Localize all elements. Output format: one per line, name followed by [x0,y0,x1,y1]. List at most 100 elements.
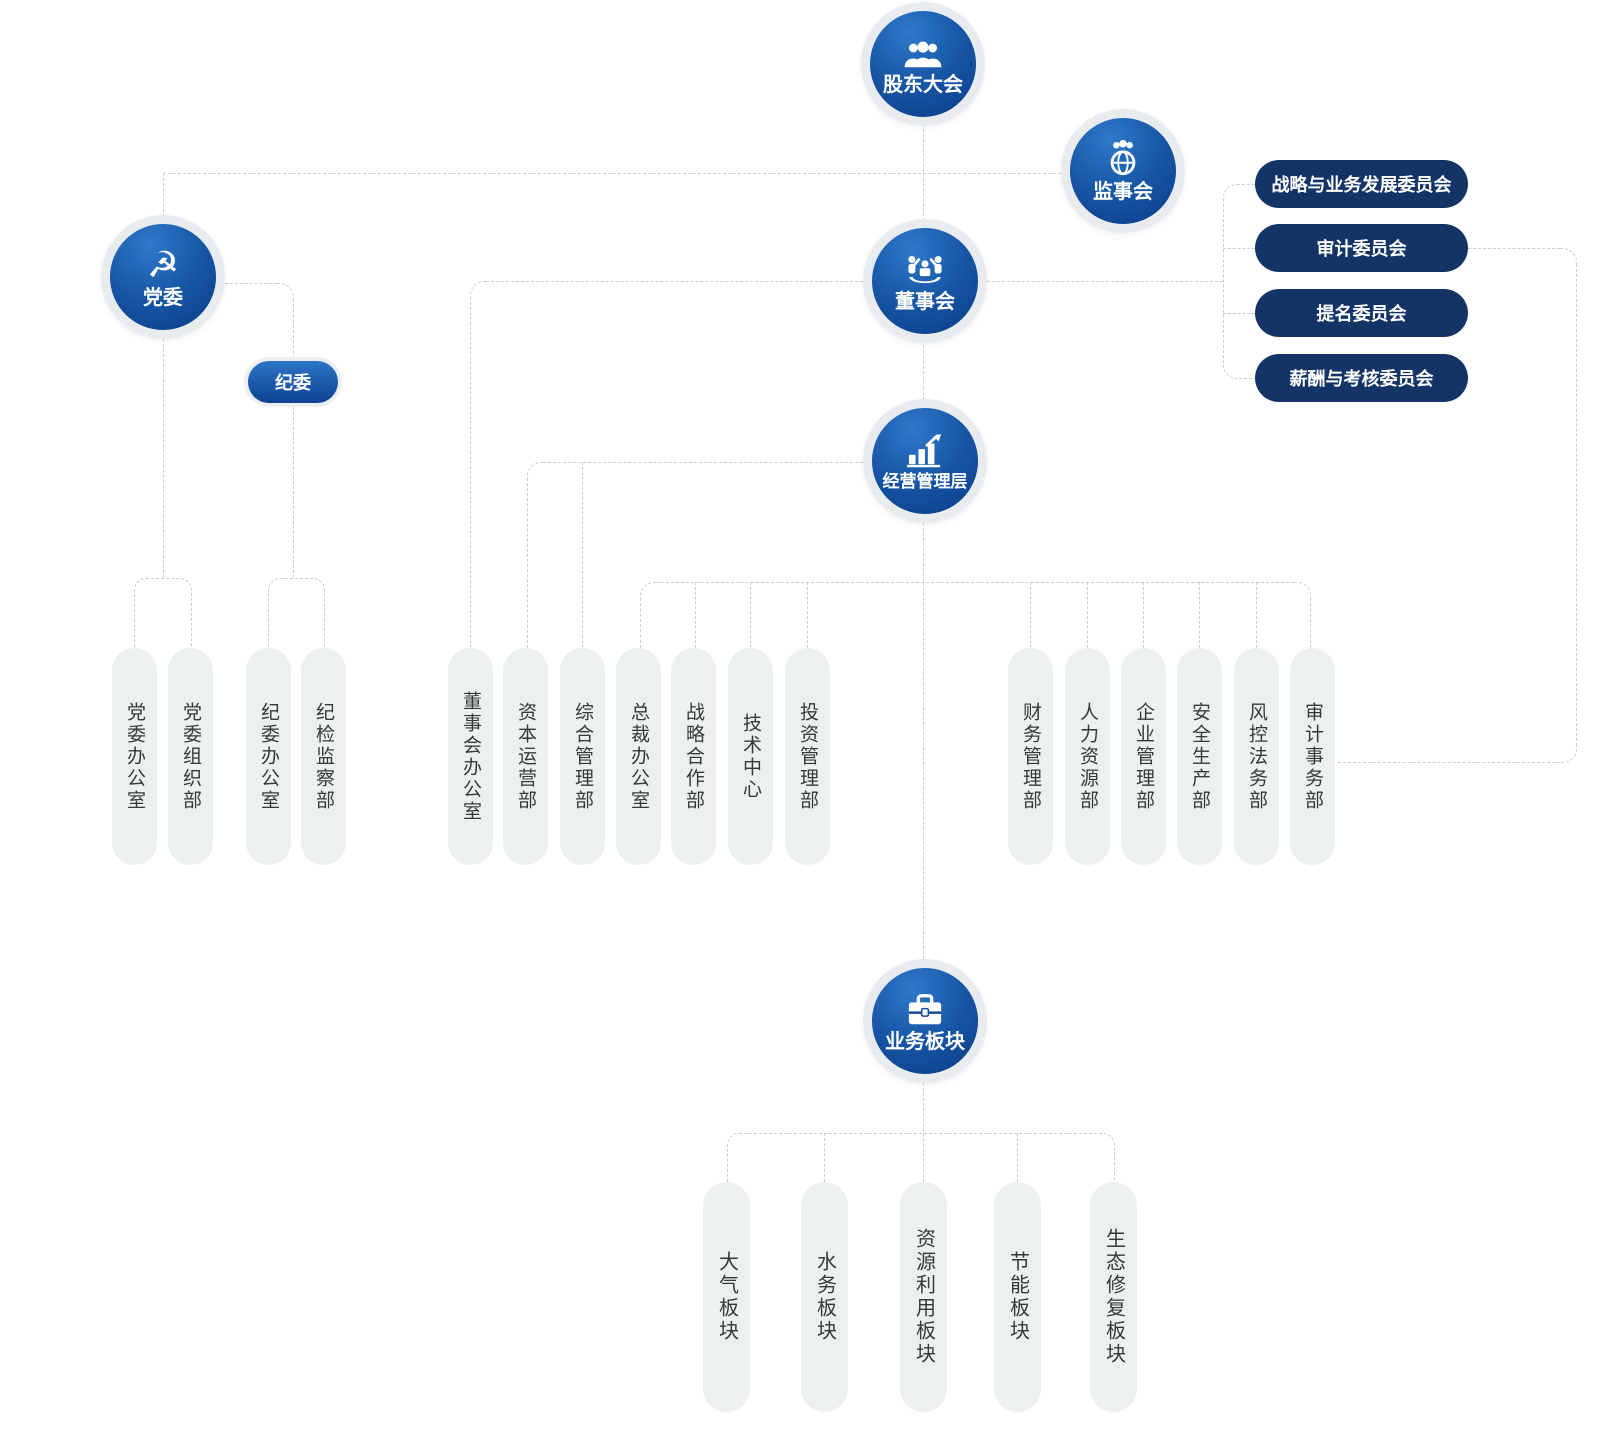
connector-line [1087,582,1088,648]
node-label: 业务板块 [885,1030,965,1053]
dept-label: 人力资源部 [1077,701,1098,812]
dept-pill-inspection: 纪检监察部 [301,648,346,865]
globe-people-icon [1104,139,1142,177]
connector-line [695,582,696,648]
dept-label: 企业管理部 [1133,701,1154,812]
node-management-layer: 经营管理层 [863,399,987,523]
committee-label: 战略与业务发展委员会 [1271,175,1452,195]
briefcase-icon [906,991,944,1027]
meeting-icon [904,251,946,287]
node-shareholders-meeting: 股东大会 [861,2,985,126]
party-emblem-icon: ☭ [146,243,180,285]
dept-pill-safety: 安全生产部 [1177,648,1222,865]
dept-pill-audit-affairs: 审计事务部 [1290,648,1335,865]
connector-corner [470,281,487,298]
segment-pill-resource: 资源利用板块 [900,1182,947,1412]
connector-line [923,1083,924,1182]
segment-label: 生态修复板块 [1102,1228,1125,1366]
dept-label: 财务管理部 [1020,701,1041,812]
dept-pill-enterprise: 企业管理部 [1121,648,1166,865]
dept-pill-strategic-coop: 战略合作部 [671,648,716,865]
connector-corner [1223,184,1256,201]
connector-line [470,297,471,648]
connector-line [1030,582,1031,648]
dept-label: 审计事务部 [1302,701,1323,812]
connector-line [1143,582,1144,648]
connector-line [1310,598,1311,648]
node-label: 股东大会 [883,73,963,96]
connector-bracket [268,578,325,649]
segment-pill-water: 水务板块 [801,1182,848,1412]
connector-line [527,478,528,648]
connector-line [1199,582,1200,648]
connector-line [1468,248,1560,249]
connector-line [923,523,924,959]
dept-label: 资本运营部 [515,701,536,812]
connector-line [987,281,1223,282]
dept-label: 党委组织部 [180,701,201,812]
node-business-segments: 业务板块 [863,959,987,1083]
segment-pill-atmosphere: 大气板块 [703,1182,750,1412]
committee-pill-audit: 审计委员会 [1255,224,1468,272]
connector-line [163,339,164,578]
connector-line [923,124,924,221]
committee-label: 审计委员会 [1316,239,1407,259]
dept-pill-general-mgmt: 综合管理部 [560,648,605,865]
committee-pill-strategy: 战略与业务发展委员会 [1255,160,1468,208]
people-group-icon [902,34,944,70]
segment-pill-energy-saving: 节能板块 [994,1182,1041,1412]
dept-pill-board-office: 董事会办公室 [448,648,493,865]
connector-line [293,407,294,578]
node-label: 董事会 [895,290,955,313]
dept-label: 纪委办公室 [258,701,279,812]
connector-corner [1223,362,1256,379]
connector-line [1256,582,1257,648]
connector-line [163,173,1061,174]
dept-pill-risk-legal: 风控法务部 [1234,648,1279,865]
node-board-of-directors: 董事会 [863,219,987,343]
dept-pill-president-office: 总裁办公室 [616,648,661,865]
dept-label: 综合管理部 [572,701,593,812]
dept-label: 纪检监察部 [313,701,334,812]
node-label: 纪委 [275,373,311,393]
segment-label: 资源利用板块 [912,1228,935,1366]
node-label: 经营管理层 [882,472,968,491]
connector-line [1576,264,1577,746]
connector-corner [1560,746,1577,763]
connector-corner [527,462,544,479]
dept-label: 安全生产部 [1189,701,1210,812]
dept-pill-party-office: 党委办公室 [112,648,157,865]
connector-corner [1294,582,1311,599]
connector-bracket [727,1133,1115,1183]
connector-bracket [134,578,192,649]
connector-line [1017,1133,1018,1182]
node-label: 监事会 [1093,180,1153,203]
connector-line [486,281,863,282]
connector-line [543,462,863,463]
connector-line [293,299,294,359]
connector-corner [277,283,294,300]
node-supervisory-board: 监事会 [1061,109,1185,233]
dept-pill-tech-center: 技术中心 [728,648,773,865]
connector-line [807,582,808,648]
dept-pill-capital-ops: 资本运营部 [503,648,548,865]
dept-label: 董事会办公室 [460,690,481,823]
connector-line [163,173,164,217]
committee-pill-remuneration: 薪酬与考核委员会 [1255,354,1468,402]
connector-line [225,283,277,284]
connector-line [1223,313,1255,314]
chart-up-icon [906,432,944,468]
connector-corner [640,582,657,599]
node-label: 党委 [143,286,183,309]
dept-label: 党委办公室 [124,701,145,812]
connector-line [1223,199,1224,363]
segment-label: 节能板块 [1006,1251,1029,1343]
node-party-committee: ☭ 党委 [101,215,225,339]
connector-corner [1560,248,1577,265]
committee-label: 薪酬与考核委员会 [1289,369,1434,389]
dept-pill-party-org: 党委组织部 [168,648,213,865]
node-discipline-committee: 纪委 [244,357,342,407]
connector-line [582,462,583,648]
connector-line [656,582,1294,583]
